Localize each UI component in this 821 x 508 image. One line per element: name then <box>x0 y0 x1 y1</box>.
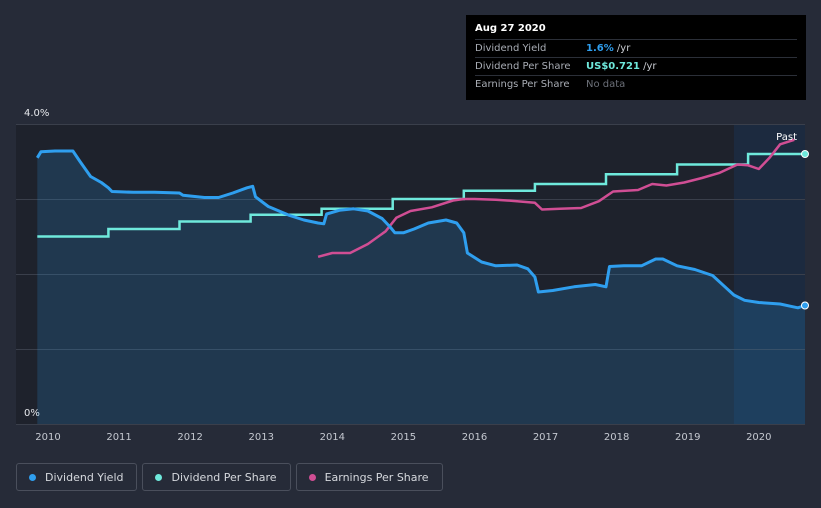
x-axis: 2010 2011 2012 2013 2014 2015 2016 2017 2018 2019… <box>35 432 771 443</box>
tooltip-value: 1.6% <box>586 43 614 54</box>
legend-item-dividend-yield[interactable]: Dividend Yield <box>16 463 138 491</box>
x-tick-label: 2017 <box>533 432 558 443</box>
legend-label: Dividend Yield <box>45 470 124 484</box>
x-tick-label: 2020 <box>746 432 771 443</box>
tooltip-label: Dividend Yield <box>475 43 547 54</box>
legend-label: Earnings Per Share <box>324 470 429 484</box>
tooltip-row-dividend-yield: Dividend Yield 1.6% /yr <box>475 39 797 57</box>
y-axis-bottom-label: 0% <box>24 408 40 419</box>
y-axis-top-label: 4.0% <box>24 108 49 119</box>
tooltip-row-dividend-per-share: Dividend Per Share US$0.721 /yr <box>475 57 797 75</box>
tooltip-value: No data <box>586 79 626 90</box>
legend-dot-icon <box>308 473 316 481</box>
gridlines <box>16 124 805 425</box>
x-tick-label: 2016 <box>462 432 487 443</box>
earnings-per-share-line <box>317 138 795 259</box>
legend-dot-icon <box>155 473 163 481</box>
x-tick-label: 2011 <box>106 432 131 443</box>
tooltip-value: US$0.721 <box>586 61 640 72</box>
x-tick-label: 2010 <box>35 432 60 443</box>
legend-item-dividend-per-share[interactable]: Dividend Per Share <box>142 463 291 491</box>
legend-item-earnings-per-share[interactable]: Earnings Per Share <box>295 463 443 491</box>
x-tick-label: 2013 <box>249 432 274 443</box>
x-tick-label: 2019 <box>675 432 700 443</box>
legend-label: Dividend Per Share <box>171 470 277 484</box>
chart-legend: Dividend Yield Dividend Per Share Earnin… <box>16 463 443 491</box>
tooltip-unit: /yr <box>639 61 657 72</box>
tooltip-label: Dividend Per Share <box>475 61 571 72</box>
dividend-per-share-end-marker <box>801 150 809 158</box>
legend-dot-icon <box>29 473 36 481</box>
x-tick-label: 2014 <box>320 432 345 443</box>
x-tick-label: 2018 <box>604 432 629 443</box>
x-tick-label: 2012 <box>177 432 202 443</box>
tooltip-row-earnings-per-share: Earnings Per Share No data <box>475 75 797 93</box>
dividend-per-share-line <box>37 152 805 238</box>
tooltip-date: Aug 27 2020 <box>475 23 546 34</box>
x-tick-label: 2015 <box>391 432 416 443</box>
dividend-yield-area <box>37 151 806 424</box>
past-label: Past <box>776 132 797 143</box>
hover-tooltip: Aug 27 2020 Dividend Yield 1.6% /yr Divi… <box>466 15 806 100</box>
dividend-yield-end-marker <box>801 301 809 310</box>
tooltip-unit: /yr <box>613 43 631 54</box>
dividend-yield-line <box>36 149 806 310</box>
tooltip-label: Earnings Per Share <box>475 79 570 90</box>
